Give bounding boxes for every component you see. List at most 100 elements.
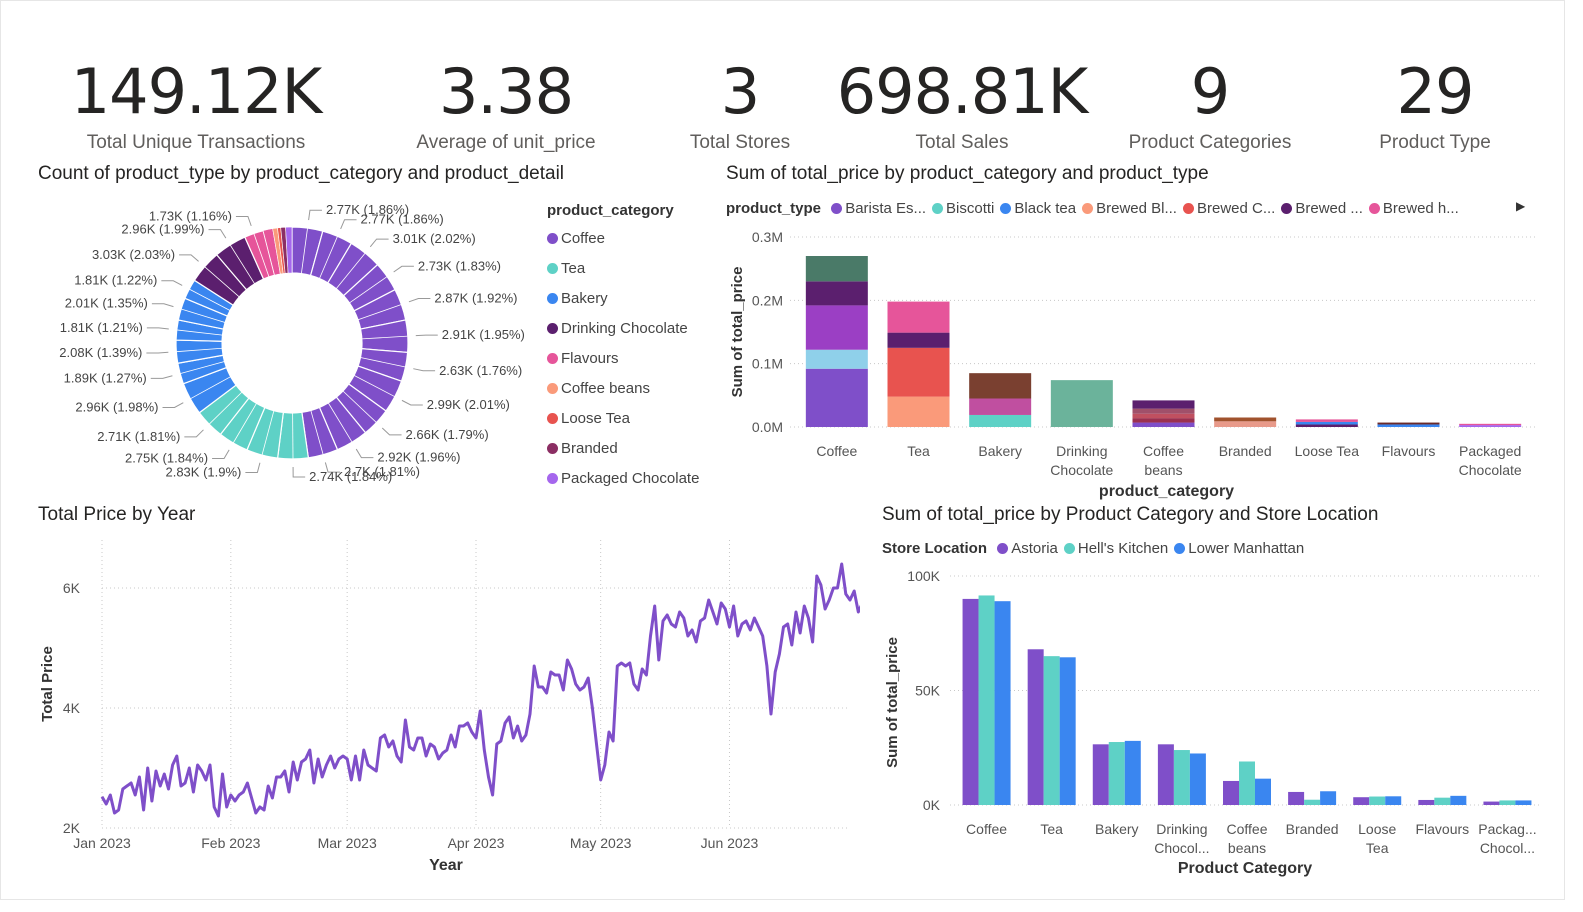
legend-item-brewed[interactable]: Brewed ... bbox=[1281, 200, 1363, 217]
donut-leader-line bbox=[184, 429, 204, 438]
stacked-bar-segment[interactable] bbox=[1295, 421, 1358, 425]
bar-astoria[interactable] bbox=[1092, 744, 1109, 805]
stacked-bar-segment[interactable] bbox=[805, 349, 868, 369]
bar-lower-manhattan[interactable] bbox=[1059, 657, 1076, 805]
bar-hell-s-kitchen[interactable] bbox=[1369, 796, 1386, 805]
kpi-product-type[interactable]: 29 Product Type bbox=[1355, 52, 1515, 154]
stacked-bar-segment[interactable] bbox=[969, 373, 1032, 399]
kpi-total-sales[interactable]: 698.81K Total Sales bbox=[832, 52, 1092, 154]
donut-chart[interactable]: 2.77K (1.86%)2.77K (1.86%) 3.01K (2.02%) 2… bbox=[0, 195, 545, 495]
bar-lower-manhattan[interactable] bbox=[1320, 791, 1337, 805]
bar-hell-s-kitchen[interactable] bbox=[1499, 800, 1516, 805]
stacked-bar-segment[interactable] bbox=[969, 414, 1032, 427]
legend-item-drinking-chocolate[interactable]: Drinking Chocolate bbox=[547, 314, 699, 344]
stacked-bar-segment[interactable] bbox=[805, 305, 868, 350]
line-chart-title: Total Price by Year bbox=[38, 504, 196, 525]
stacked-bar-segment[interactable] bbox=[1132, 418, 1195, 423]
y-tick-label: 2K bbox=[63, 820, 81, 836]
bar-hell-s-kitchen[interactable] bbox=[1304, 799, 1321, 805]
legend-item-biscotti[interactable]: Biscotti bbox=[932, 200, 994, 217]
legend-item-brewed-bl[interactable]: Brewed Bl... bbox=[1082, 200, 1177, 217]
stacked-bar-segment[interactable] bbox=[1459, 425, 1522, 427]
x-tick-label: Tea bbox=[907, 443, 930, 459]
legend-item-bakery[interactable]: Bakery bbox=[547, 284, 699, 314]
bar-astoria[interactable] bbox=[1288, 791, 1305, 805]
bar-lower-manhattan[interactable] bbox=[994, 601, 1011, 805]
bar-hell-s-kitchen[interactable] bbox=[978, 595, 995, 805]
stacked-bar-segment[interactable] bbox=[805, 281, 868, 306]
kpi-total-stores[interactable]: 3 Total Stores bbox=[660, 52, 820, 154]
legend-item-black-tea[interactable]: Black tea bbox=[1000, 200, 1076, 217]
bar-astoria[interactable] bbox=[962, 598, 979, 805]
stacked-bar-segment[interactable] bbox=[969, 398, 1032, 415]
kpi-value: 9 bbox=[1190, 55, 1230, 128]
stacked-bar-segment[interactable] bbox=[887, 301, 950, 333]
stacked-bar-segment[interactable] bbox=[1132, 413, 1195, 419]
legend-item-lower-manhattan[interactable]: Lower Manhattan bbox=[1174, 540, 1304, 557]
stacked-bar-segment[interactable] bbox=[1459, 423, 1522, 426]
legend-item-tea[interactable]: Tea bbox=[547, 254, 699, 284]
legend-dot bbox=[547, 263, 558, 274]
stacked-bar-segment[interactable] bbox=[1132, 422, 1195, 427]
bar-astoria[interactable] bbox=[1353, 797, 1370, 805]
legend-next-arrow-icon[interactable]: ▶ bbox=[1516, 199, 1526, 213]
donut-leader-line bbox=[340, 219, 357, 230]
legend-item-coffee[interactable]: Coffee bbox=[547, 224, 699, 254]
stacked-bar-segment[interactable] bbox=[1132, 400, 1195, 409]
legend-item-flavours[interactable]: Flavours bbox=[547, 344, 699, 374]
donut-data-label: 2.92K (1.96%) bbox=[377, 450, 460, 465]
legend-item-branded[interactable]: Branded bbox=[547, 434, 699, 464]
stacked-bar-segment[interactable] bbox=[1377, 422, 1440, 425]
stacked-bar-segment[interactable] bbox=[1132, 408, 1195, 414]
legend-label: Brewed Bl... bbox=[1096, 200, 1177, 217]
stacked-bar-segment[interactable] bbox=[1377, 424, 1440, 427]
legend-item-hell-s-kitchen[interactable]: Hell's Kitchen bbox=[1063, 540, 1168, 557]
stacked-bar-segment[interactable] bbox=[805, 368, 868, 427]
stacked-bar-segment[interactable] bbox=[1295, 419, 1358, 422]
legend-item-coffee-beans[interactable]: Coffee beans bbox=[547, 374, 699, 404]
clustered-bar-chart[interactable]: 0K 50K 100K Sum of total_price Coffee Tea Bake… bbox=[875, 565, 1555, 880]
bar-astoria[interactable] bbox=[1483, 801, 1500, 805]
stacked-bar-segment[interactable] bbox=[1214, 421, 1277, 427]
bar-astoria[interactable] bbox=[1027, 649, 1044, 805]
stacked-bar-segment[interactable] bbox=[1050, 380, 1113, 427]
bar-hell-s-kitchen[interactable] bbox=[1108, 742, 1125, 805]
bar-astoria[interactable] bbox=[1223, 780, 1239, 805]
line-series-total-price[interactable] bbox=[100, 562, 860, 818]
bar-lower-manhattan[interactable] bbox=[1189, 753, 1206, 805]
stacked-bar-chart[interactable]: 0.0M 0.1M 0.2M 0.3M Sum of total_price Coffee… bbox=[720, 225, 1545, 500]
legend-item-packaged-chocolate[interactable]: Packaged Chocolate bbox=[547, 464, 699, 494]
kpi-average-unit-price[interactable]: 3.38 Average of unit_price bbox=[386, 52, 626, 154]
bar-lower-manhattan[interactable] bbox=[1450, 795, 1467, 805]
bar-astoria[interactable] bbox=[1157, 744, 1174, 805]
legend-item-barista-es[interactable]: Barista Es... bbox=[831, 200, 926, 217]
bar-hell-s-kitchen[interactable] bbox=[1173, 750, 1190, 805]
legend-item-brewed-c[interactable]: Brewed C... bbox=[1182, 200, 1275, 217]
bar-hell-s-kitchen[interactable] bbox=[1434, 797, 1451, 805]
stacked-bar-segment[interactable] bbox=[1295, 424, 1358, 427]
bar-hell-s-kitchen[interactable] bbox=[1239, 761, 1255, 805]
kpi-total-unique-transactions[interactable]: 149.12K Total Unique Transactions bbox=[56, 52, 336, 154]
donut-slice-packaged-chocolate[interactable] bbox=[285, 226, 293, 274]
stacked-bar-segment[interactable] bbox=[1214, 417, 1277, 422]
bar-astoria[interactable] bbox=[1418, 799, 1435, 805]
stacked-bar-segment[interactable] bbox=[887, 332, 950, 348]
legend-dot bbox=[1174, 543, 1186, 554]
legend-item-astoria[interactable]: Astoria bbox=[997, 540, 1058, 557]
stacked-bar-segment[interactable] bbox=[887, 347, 950, 397]
bar-hell-s-kitchen[interactable] bbox=[1043, 656, 1060, 805]
kpi-product-categories[interactable]: 9 Product Categories bbox=[1110, 52, 1310, 154]
legend-item-loose-tea[interactable]: Loose Tea bbox=[547, 404, 699, 434]
line-chart[interactable]: 2K 4K 6K Jan 2023 Feb 2023 Mar 2023 Apr 2023 Ma… bbox=[30, 530, 860, 880]
legend-dot bbox=[997, 543, 1009, 554]
donut-data-label: 2.83K (1.9%) bbox=[165, 464, 241, 479]
donut-data-label: 2.87K (1.92%) bbox=[434, 290, 517, 305]
bar-lower-manhattan[interactable] bbox=[1515, 800, 1532, 805]
stacked-bar-segment[interactable] bbox=[887, 396, 950, 427]
bar-lower-manhattan[interactable] bbox=[1124, 740, 1141, 805]
legend-dot bbox=[547, 323, 558, 334]
bar-lower-manhattan[interactable] bbox=[1255, 778, 1271, 805]
stacked-bar-segment[interactable] bbox=[805, 256, 868, 282]
bar-lower-manhattan[interactable] bbox=[1385, 796, 1402, 805]
legend-item-brewed-h[interactable]: Brewed h... bbox=[1368, 200, 1459, 217]
